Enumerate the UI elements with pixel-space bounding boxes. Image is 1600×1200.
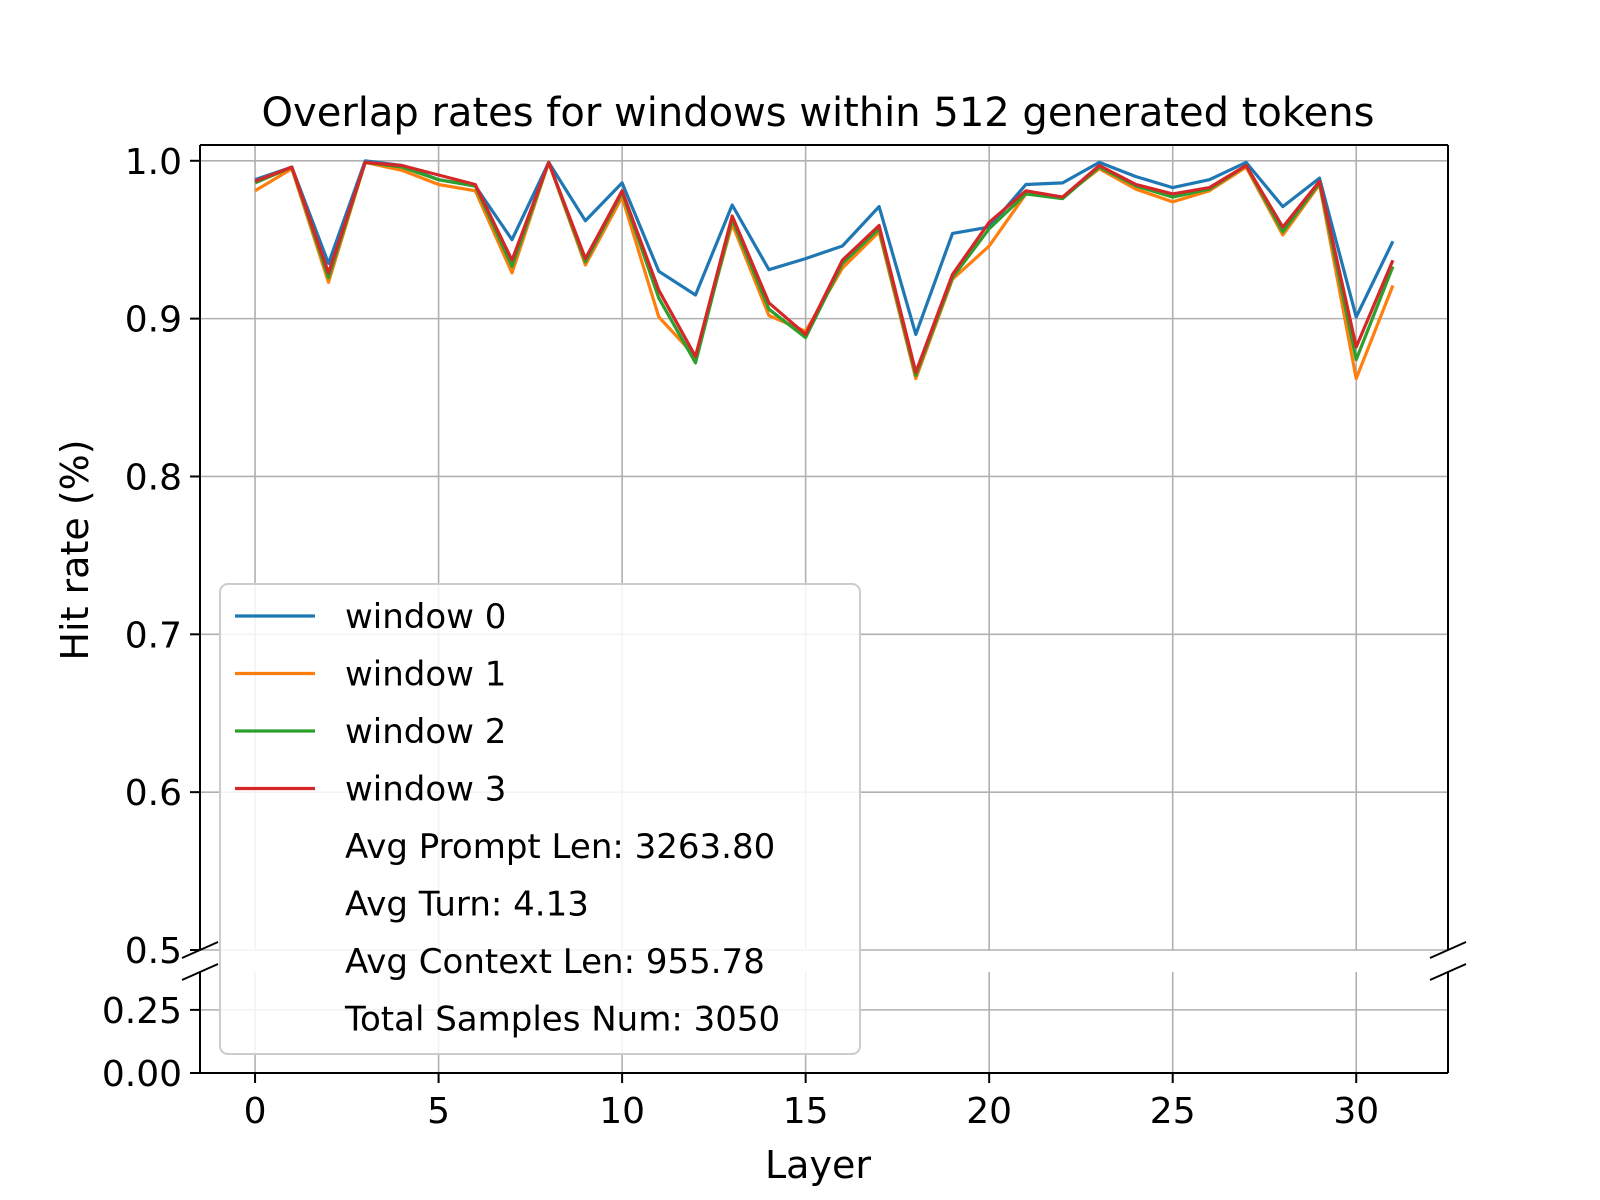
legend-label: window 1	[345, 655, 506, 695]
x-tick-label: 15	[783, 1091, 829, 1132]
y-tick-label: 0.00	[102, 1054, 182, 1095]
upper-y-axis-ticks: 0.5 0.6 0.7 0.8 0.9 1.0	[125, 142, 200, 972]
axis-break-marks	[181, 941, 1467, 981]
y-tick-label: 0.6	[125, 773, 182, 814]
legend-note: Avg Turn: 4.13	[345, 885, 589, 925]
break-mark	[181, 963, 219, 981]
legend-note: Avg Prompt Len: 3263.80	[345, 827, 775, 867]
y-tick-label: 0.7	[125, 615, 182, 656]
y-tick-label: 0.25	[102, 991, 182, 1032]
legend: window 0 window 1 window 2 window 3 Avg Prom…	[219, 583, 861, 1055]
y-tick-label: 0.8	[125, 457, 182, 498]
chart-title: Overlap rates for windows within 512 gen…	[262, 90, 1375, 136]
legend-label: window 3	[345, 770, 506, 810]
y-tick-label: 1.0	[125, 142, 182, 183]
legend-box	[219, 583, 861, 1055]
series-lines	[254, 159, 1395, 381]
break-mark	[181, 941, 219, 959]
x-tick-label: 30	[1333, 1091, 1379, 1132]
legend-label: window 0	[345, 597, 506, 637]
break-mark	[1429, 963, 1467, 981]
x-tick-label: 20	[966, 1091, 1012, 1132]
series-line-3	[254, 160, 1395, 374]
lower-y-axis-ticks: 0.00 0.25	[102, 991, 200, 1095]
legend-note: Total Samples Num: 3050	[344, 1000, 780, 1040]
y-tick-label: 0.9	[125, 300, 182, 341]
legend-note: Avg Context Len: 955.78	[345, 942, 765, 982]
x-tick-label: 25	[1150, 1091, 1196, 1132]
break-mark	[1429, 941, 1467, 959]
x-tick-label: 10	[599, 1091, 645, 1132]
x-axis-title: Layer	[765, 1143, 871, 1187]
axes-frame	[199, 144, 1449, 1074]
y-axis-title: Hit rate (%)	[53, 439, 97, 660]
x-tick-label: 5	[427, 1091, 450, 1132]
legend-label: window 2	[345, 712, 506, 752]
x-axis-ticks: 0 5 10 15 20 25 30	[244, 1073, 1379, 1132]
x-tick-label: 0	[244, 1091, 267, 1132]
y-tick-label: 0.5	[125, 931, 182, 972]
